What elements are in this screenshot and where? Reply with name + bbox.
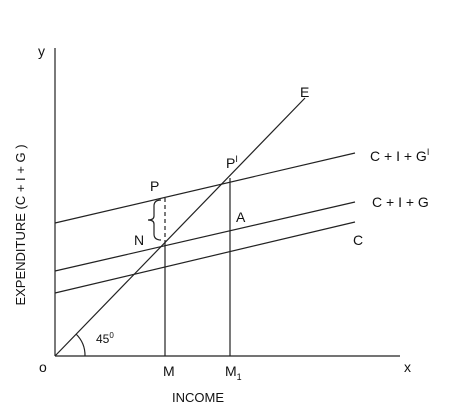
tick-m1: M1 (225, 363, 242, 382)
point-p-prime: PI (226, 154, 238, 171)
line-e (54, 97, 306, 357)
label-c: C (353, 232, 363, 248)
text: 45 (96, 332, 110, 346)
origin: o (39, 359, 47, 375)
angle-label: 450 (96, 331, 114, 346)
point-n: N (134, 232, 144, 248)
line-cig (54, 201, 356, 272)
label-cig: C + I + G (372, 194, 429, 210)
sup: 0 (109, 331, 114, 340)
text: P (226, 155, 235, 171)
sub: 1 (237, 372, 242, 382)
label-e: E (300, 84, 309, 100)
tick-m: M (163, 363, 175, 379)
x-symbol: x (404, 359, 411, 375)
text: M (225, 363, 237, 379)
sup: I (427, 147, 430, 157)
point-a: A (236, 209, 246, 225)
sup: I (235, 154, 238, 164)
angle-arc (75, 333, 86, 357)
y-label: EXPENDITURE (C + I + G ) (13, 144, 28, 305)
line-c (54, 221, 356, 294)
x-label: INCOME (172, 390, 224, 405)
line-cig-prime (54, 152, 356, 224)
text: C + I + G (370, 148, 427, 164)
point-p: P (150, 178, 159, 194)
y-symbol: y (38, 43, 45, 59)
brace (147, 199, 162, 241)
label-cig-prime: C + I + GI (370, 147, 429, 164)
